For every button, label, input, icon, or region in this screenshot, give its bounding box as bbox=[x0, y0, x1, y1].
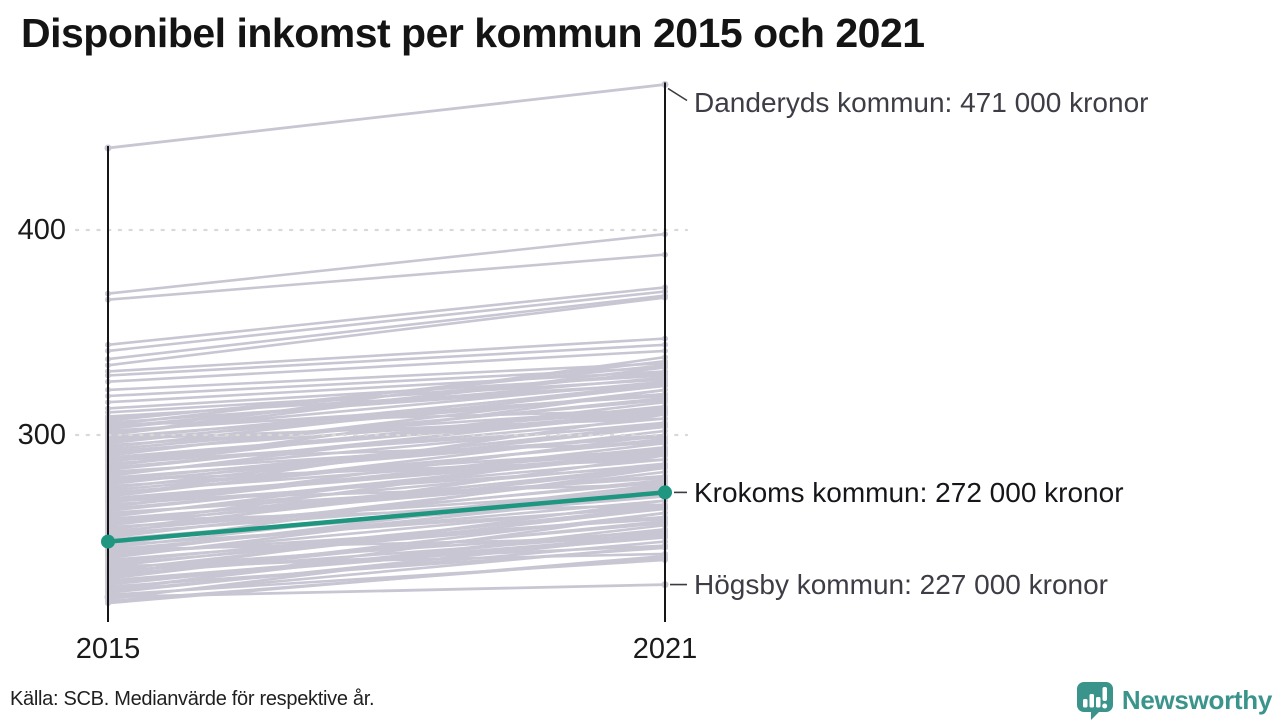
slope-line-5 bbox=[107, 296, 666, 367]
slope-line-122 bbox=[107, 446, 666, 527]
slope-line-118 bbox=[107, 536, 666, 552]
slope-line-7 bbox=[107, 343, 666, 377]
slope-line-113 bbox=[107, 433, 666, 509]
slope-line-53 bbox=[107, 429, 666, 498]
slope-line-93 bbox=[107, 511, 666, 580]
slope-line-3 bbox=[107, 290, 666, 353]
leader-danderyds-kommun bbox=[667, 87, 688, 102]
slope-line-h-gsby-kommun bbox=[107, 583, 666, 599]
slope-line-1 bbox=[107, 253, 666, 301]
logo-bar-1 bbox=[1082, 699, 1088, 708]
slope-line-89 bbox=[107, 507, 666, 572]
highlight-line-krokoms-kommun bbox=[107, 490, 666, 544]
logo-exclamation-dot bbox=[1102, 703, 1108, 709]
y-tick-label-400: 400 bbox=[18, 214, 66, 246]
slope-line-9 bbox=[107, 362, 666, 392]
slope-line-11 bbox=[107, 370, 666, 404]
slope-line-27 bbox=[107, 382, 666, 445]
slope-line-danderyds-kommun bbox=[107, 83, 666, 150]
logo-bubble bbox=[1076, 682, 1113, 720]
slope-line-73 bbox=[107, 470, 666, 539]
chart-title: Disponibel inkomst per kommun 2015 och 2… bbox=[21, 10, 925, 56]
slope-line-8 bbox=[107, 349, 666, 383]
slope-line-2 bbox=[107, 286, 666, 347]
logo-bar-3 bbox=[1095, 697, 1101, 708]
slope-line-116 bbox=[107, 454, 666, 535]
x-label-2021: 2021 bbox=[633, 633, 698, 665]
slope-line-119 bbox=[107, 552, 666, 568]
logo-bar-2 bbox=[1089, 694, 1094, 708]
highlight-line-krokoms-kommun-dot-2021 bbox=[658, 485, 672, 500]
slope-line-115 bbox=[107, 499, 666, 576]
slope-line-43 bbox=[107, 407, 666, 478]
annotation-krokoms-kommun: Krokoms kommun: 272 000 kronor bbox=[694, 477, 1124, 508]
y-tick-label-300: 300 bbox=[18, 419, 66, 451]
slope-line-103 bbox=[107, 530, 666, 601]
slope-line-58 bbox=[107, 441, 666, 509]
slope-line-124 bbox=[107, 544, 666, 572]
slope-line-4 bbox=[107, 294, 666, 361]
highlight-line-krokoms-kommun-dot-2015 bbox=[101, 534, 115, 549]
x-label-2015: 2015 bbox=[76, 633, 141, 665]
slope-line-112 bbox=[107, 388, 666, 468]
slope-line-109 bbox=[107, 482, 666, 502]
logo-exclamation bbox=[1102, 687, 1107, 701]
annotation-danderyds-kommun: Danderyds kommun: 471 000 kronor bbox=[694, 87, 1148, 118]
slope-line-49 bbox=[107, 425, 666, 490]
slope-line-33 bbox=[107, 388, 666, 457]
annotation-h-gsby-kommun: Högsby kommun: 227 000 kronor bbox=[694, 569, 1108, 600]
slope-line-123 bbox=[107, 413, 666, 498]
slope-line-23 bbox=[107, 366, 666, 437]
slope-line-18 bbox=[107, 359, 666, 427]
slope-line-117 bbox=[107, 511, 666, 593]
slope-line-114 bbox=[107, 485, 666, 556]
source-note: Källa: SCB. Medianvärde för respektive å… bbox=[10, 688, 375, 710]
newsworthy-logo: Newsworthy bbox=[1075, 680, 1272, 720]
slope-line-0 bbox=[107, 232, 666, 295]
newsworthy-wordmark: Newsworthy bbox=[1121, 684, 1272, 715]
slope-line-111 bbox=[107, 355, 666, 437]
slope-line-110 bbox=[107, 503, 666, 523]
slope-line-6 bbox=[107, 337, 666, 373]
newsworthy-icon bbox=[1076, 682, 1113, 720]
